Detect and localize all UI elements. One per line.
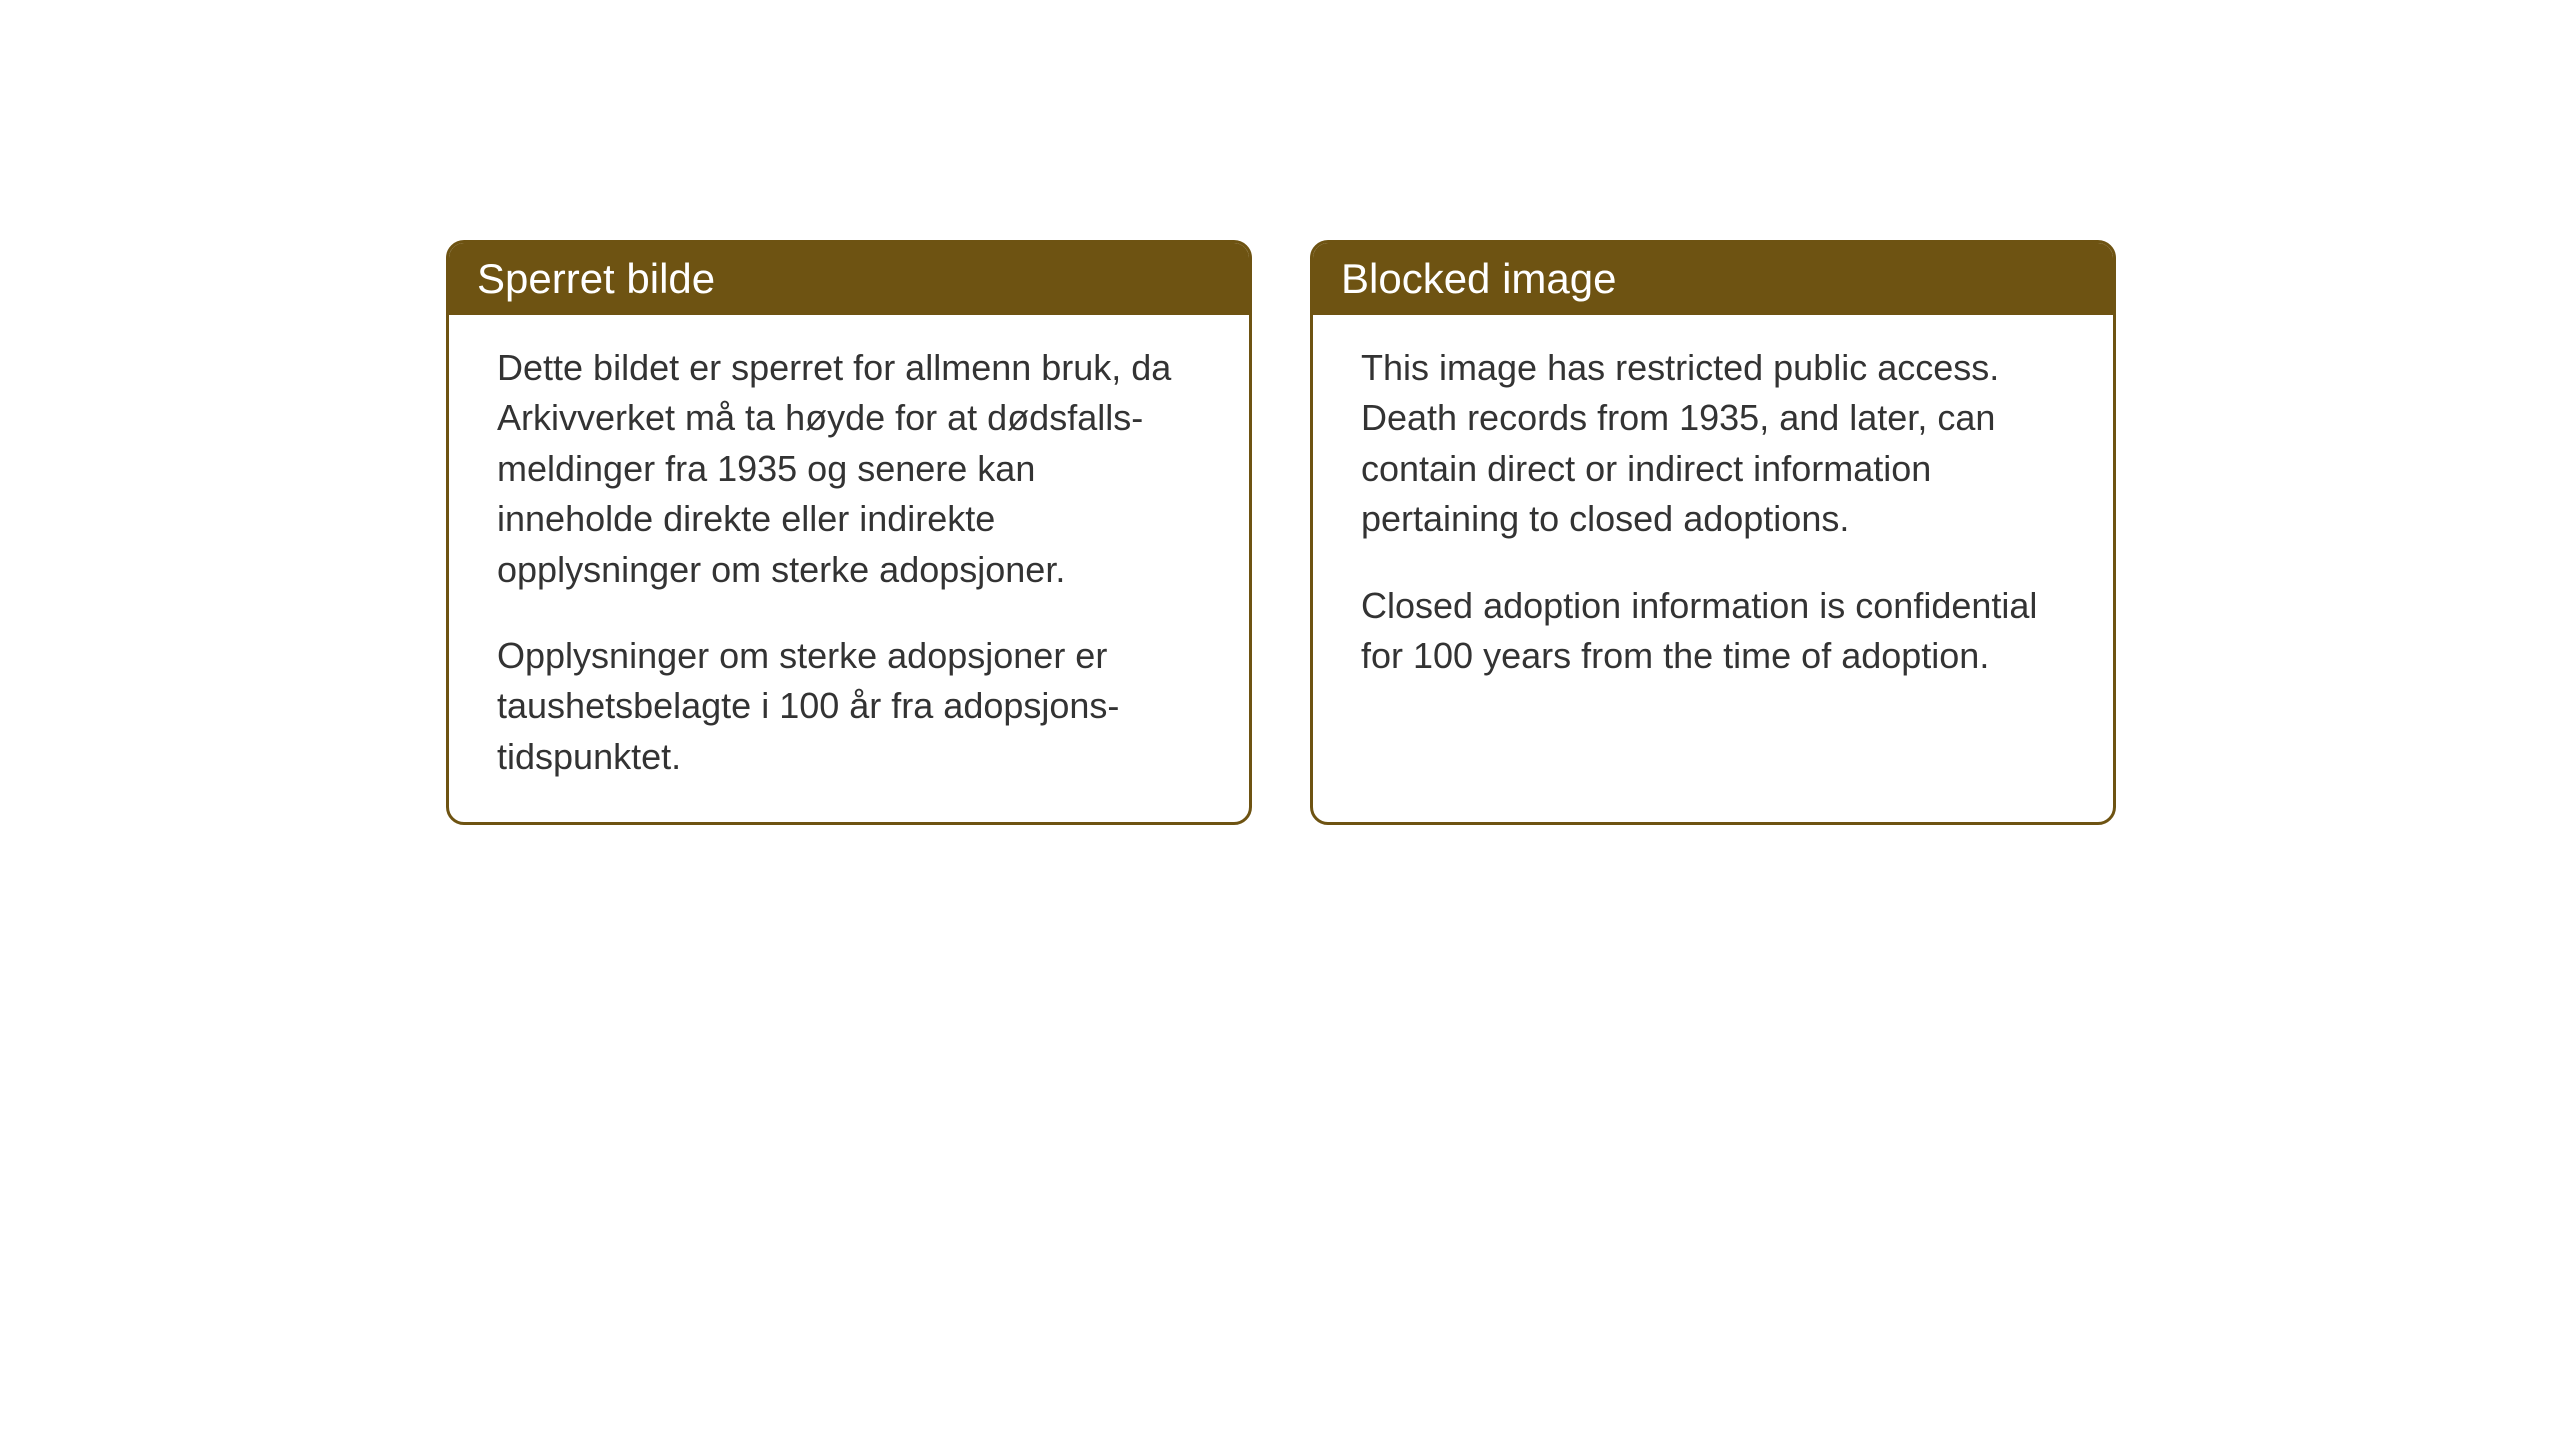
norwegian-paragraph-2: Opplysninger om sterke adopsjoner er tau… [497,631,1201,782]
english-paragraph-1: This image has restricted public access.… [1361,343,2065,545]
cards-container: Sperret bilde Dette bildet er sperret fo… [446,240,2116,825]
english-card: Blocked image This image has restricted … [1310,240,2116,825]
english-card-body: This image has restricted public access.… [1313,315,2113,721]
english-paragraph-2: Closed adoption information is confident… [1361,581,2065,682]
norwegian-paragraph-1: Dette bildet er sperret for allmenn bruk… [497,343,1201,595]
norwegian-card: Sperret bilde Dette bildet er sperret fo… [446,240,1252,825]
english-card-header: Blocked image [1313,243,2113,315]
norwegian-card-body: Dette bildet er sperret for allmenn bruk… [449,315,1249,822]
english-card-title: Blocked image [1341,255,1616,302]
norwegian-card-title: Sperret bilde [477,255,715,302]
norwegian-card-header: Sperret bilde [449,243,1249,315]
